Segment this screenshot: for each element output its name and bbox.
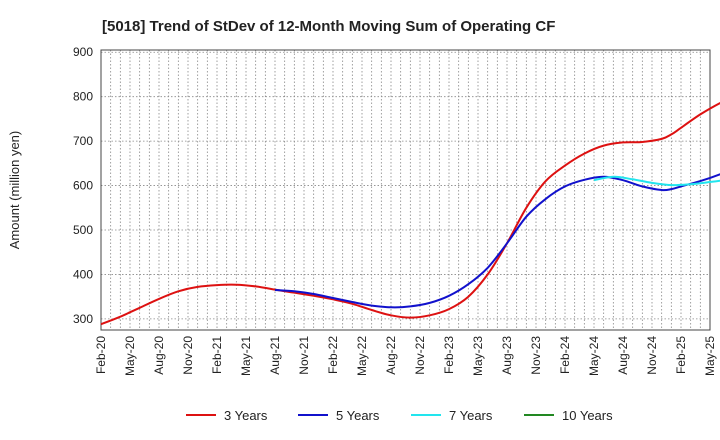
series-line-7-years bbox=[593, 175, 720, 187]
y-tick-label: 500 bbox=[73, 223, 93, 237]
x-axis: Feb-20 May-20 Aug-20 Nov-20 Feb-21 May-21 Aug-… bbox=[94, 336, 717, 376]
y-axis-label: Amount (million yen) bbox=[7, 131, 22, 250]
x-tick-label: Aug-20 bbox=[152, 336, 166, 375]
x-tick-label: Feb-24 bbox=[558, 336, 572, 374]
x-tick-label: May-22 bbox=[355, 336, 369, 376]
y-axis: 300 400 500 600 700 800 900 bbox=[73, 45, 93, 326]
legend-label: 5 Years bbox=[336, 408, 380, 423]
x-tick-label: Nov-22 bbox=[413, 336, 427, 375]
x-tick-label: Feb-23 bbox=[442, 336, 456, 374]
y-tick-label: 900 bbox=[73, 45, 93, 59]
chart-title: [5018] Trend of StDev of 12-Month Moving… bbox=[102, 18, 555, 35]
series-line-5-years bbox=[274, 173, 720, 309]
x-tick-label: Nov-24 bbox=[645, 336, 659, 375]
legend-label: 10 Years bbox=[562, 408, 613, 423]
legend: 3 Years 5 Years 7 Years 10 Years bbox=[186, 408, 613, 423]
legend-label: 3 Years bbox=[224, 408, 268, 423]
x-tick-label: Nov-20 bbox=[181, 336, 195, 375]
legend-label: 7 Years bbox=[449, 408, 493, 423]
grid bbox=[100, 50, 711, 330]
plot-border bbox=[100, 49, 711, 331]
y-tick-label: 800 bbox=[73, 90, 93, 104]
y-tick-label: 300 bbox=[73, 312, 93, 326]
y-tick-label: 600 bbox=[73, 179, 93, 193]
series-lines bbox=[100, 102, 720, 326]
x-tick-label: Aug-24 bbox=[616, 336, 630, 375]
x-tick-label: Aug-22 bbox=[384, 336, 398, 375]
x-tick-label: Nov-21 bbox=[297, 336, 311, 375]
x-tick-label: Feb-25 bbox=[674, 336, 688, 374]
x-tick-label: May-21 bbox=[239, 336, 253, 376]
y-tick-label: 700 bbox=[73, 134, 93, 148]
x-tick-label: May-23 bbox=[471, 336, 485, 376]
series-line-3-years bbox=[100, 102, 720, 326]
x-tick-label: Feb-21 bbox=[210, 336, 224, 374]
x-tick-label: May-24 bbox=[587, 336, 601, 376]
x-tick-label: Aug-23 bbox=[500, 336, 514, 375]
x-tick-label: May-25 bbox=[703, 336, 717, 376]
x-tick-label: Aug-21 bbox=[268, 336, 282, 375]
x-tick-label: Nov-23 bbox=[529, 336, 543, 375]
x-tick-label: Feb-22 bbox=[326, 336, 340, 374]
x-tick-label: Feb-20 bbox=[94, 336, 108, 374]
x-tick-label: May-20 bbox=[123, 336, 137, 376]
y-tick-label: 400 bbox=[73, 267, 93, 281]
